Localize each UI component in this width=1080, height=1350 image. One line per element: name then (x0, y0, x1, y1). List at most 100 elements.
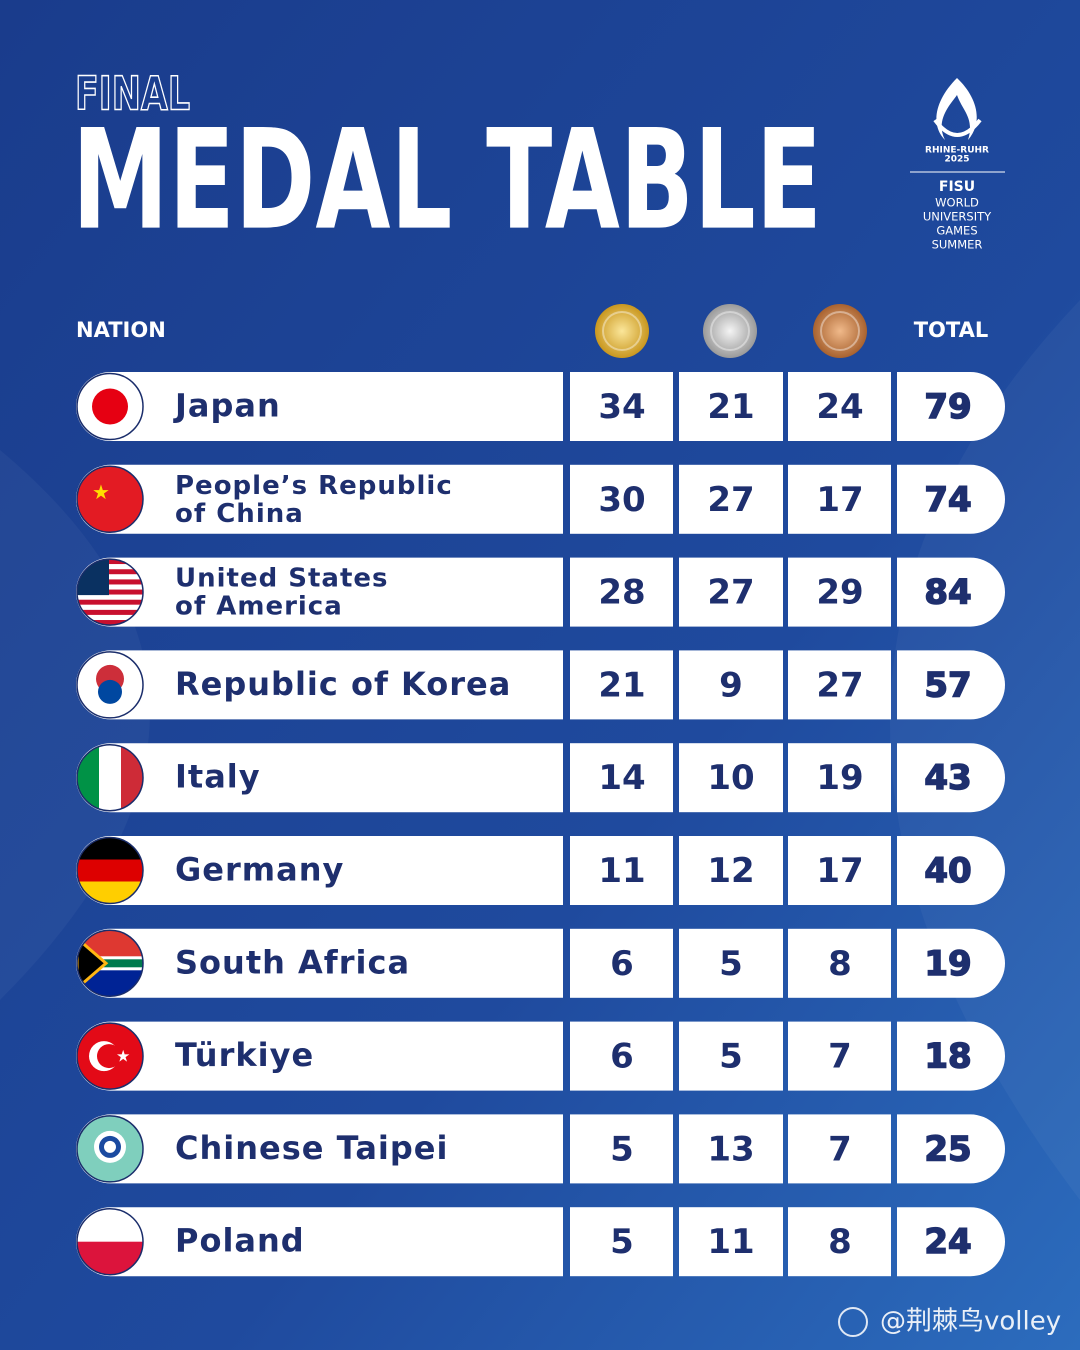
total-cell (897, 928, 1006, 998)
medal-count: 5 (610, 1129, 634, 1169)
flag-border (76, 743, 144, 812)
flag-part (97, 1044, 121, 1069)
flag (77, 930, 143, 997)
total-cell (897, 1114, 1006, 1184)
medal-count: 17 (816, 480, 863, 520)
flag-part (77, 609, 143, 615)
nation-cell (76, 836, 563, 905)
medal-count: 6 (610, 1037, 634, 1077)
nation-cell (76, 1114, 563, 1184)
total-count: 19 (924, 944, 971, 984)
total-count: 24 (924, 1222, 971, 1262)
nation-name: Poland (175, 1222, 305, 1260)
medal-cell (788, 836, 891, 905)
flag (77, 373, 143, 440)
medal-count: 14 (598, 758, 645, 798)
logo-text: SUMMER (932, 238, 983, 252)
nation-name: South Africa (175, 943, 410, 981)
nation-cell (76, 743, 563, 813)
nation-name: Italy (175, 758, 261, 796)
flag-border (76, 558, 144, 626)
medal-cell (679, 836, 783, 905)
flag-border (76, 836, 144, 905)
logo-org: FISU (939, 179, 975, 195)
nation-cell (76, 650, 563, 720)
logo-text: WORLD (935, 196, 979, 210)
title: MEDAL TABLE (72, 100, 822, 261)
table-row: Italy 14 10 19 43 (76, 743, 1006, 813)
medal-cell (570, 557, 673, 627)
medal-count: 21 (598, 665, 645, 705)
medal-count: 8 (828, 944, 852, 984)
flag-part: ★ (116, 1047, 130, 1066)
medal-icon (820, 311, 860, 351)
flag-part (77, 604, 143, 610)
flag-border (76, 1022, 144, 1090)
flag (77, 1115, 143, 1182)
nation-name: People’s Republic (175, 471, 453, 501)
logo-text: 2025 (944, 155, 969, 165)
medal-cell (570, 464, 673, 534)
flag (77, 837, 143, 904)
medal-cell (570, 372, 673, 441)
flag (77, 559, 143, 626)
medal-cell (570, 650, 673, 720)
total-count: 74 (924, 480, 971, 520)
nation-cell (76, 557, 563, 627)
medal-icon (703, 304, 757, 358)
flag-border (76, 1115, 144, 1183)
total-cell (897, 372, 1006, 441)
medal-cell (570, 1021, 673, 1091)
flag-part (77, 564, 143, 570)
medal-cell (788, 650, 891, 720)
medal-count: 27 (707, 480, 754, 520)
flag-border (76, 651, 144, 719)
total-count: 43 (924, 758, 971, 798)
medal-icon (710, 311, 750, 351)
flag-part (77, 559, 143, 565)
flag-part (77, 959, 143, 968)
medal-cell (570, 836, 673, 905)
medal-count: 34 (598, 387, 645, 427)
medal-cell (679, 650, 783, 720)
medal-cell (788, 372, 891, 441)
table-row: South Africa 6 5 8 19 (76, 928, 1006, 998)
flag-part (77, 594, 143, 600)
total-cell (897, 1207, 1006, 1277)
medal-count: 5 (719, 1037, 743, 1077)
flag (77, 651, 143, 718)
flag-border (76, 372, 144, 441)
total-cell (897, 1021, 1006, 1091)
flag-part (98, 679, 122, 704)
flag (77, 744, 143, 811)
medal-count: 30 (598, 480, 645, 520)
nation-cell (76, 464, 563, 534)
nation-name: Japan (173, 387, 281, 425)
watermark: @荆棘鸟volley (880, 1307, 1061, 1337)
medal-count: 29 (816, 573, 863, 613)
flag-part (121, 744, 143, 811)
flag-border (76, 465, 144, 534)
medal-count: 24 (816, 387, 863, 427)
medal-cell (679, 928, 783, 998)
flag-part (77, 584, 143, 590)
medal-cell (570, 928, 673, 998)
medal-icon (595, 304, 649, 358)
medal-cell (788, 1114, 891, 1184)
medal-count: 27 (816, 665, 863, 705)
flag-part (92, 388, 128, 425)
medal-cell (679, 557, 783, 627)
medal-cell (679, 743, 783, 813)
table-row: Poland 5 11 8 24 (76, 1207, 1006, 1277)
nation-cell (76, 372, 563, 441)
medal-count: 8 (828, 1222, 852, 1262)
medal-cell (570, 743, 673, 813)
medal-cell (679, 1021, 783, 1091)
table-row: Germany 11 12 17 40 (76, 836, 1006, 905)
total-count: 57 (924, 665, 971, 705)
table-row: Japan 34 21 24 79 (76, 372, 1006, 441)
watermark-icon (838, 1307, 868, 1337)
nation-name: United States (175, 564, 389, 594)
medal-count: 28 (598, 573, 645, 613)
logo-text: UNIVERSITY (923, 210, 992, 224)
